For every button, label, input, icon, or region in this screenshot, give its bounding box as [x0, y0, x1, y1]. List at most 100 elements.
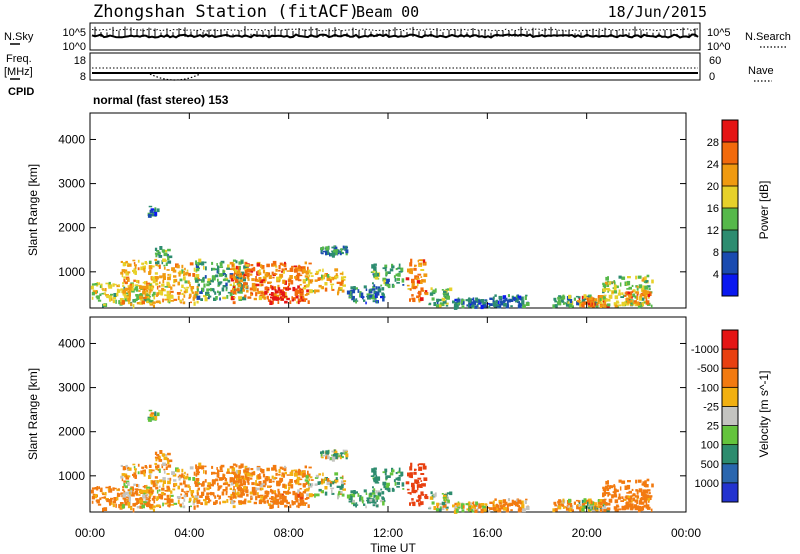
data-cell	[227, 495, 231, 498]
data-cell	[91, 495, 95, 500]
data-cell	[431, 297, 435, 301]
data-cell	[350, 289, 354, 292]
data-cell	[284, 471, 287, 475]
data-cell	[262, 293, 265, 298]
data-cell	[249, 491, 254, 495]
data-cell	[162, 462, 166, 466]
data-cell	[108, 284, 113, 289]
data-cell	[236, 281, 240, 286]
data-cell	[627, 276, 631, 279]
data-cell	[438, 304, 442, 308]
data-cell	[488, 509, 491, 513]
data-cell	[148, 271, 151, 275]
data-cell	[631, 284, 634, 287]
data-cell	[562, 498, 565, 503]
data-cell	[245, 489, 248, 493]
data-cell	[331, 285, 333, 290]
data-cell	[336, 251, 340, 253]
data-cell	[496, 509, 500, 512]
data-cell	[275, 266, 278, 268]
data-cell	[104, 288, 107, 292]
data-cell	[217, 489, 220, 491]
data-cell	[374, 480, 379, 484]
data-cell	[332, 481, 335, 485]
data-cell	[409, 492, 412, 495]
data-cell	[98, 486, 100, 490]
data-cell	[289, 479, 293, 484]
data-cell	[94, 487, 98, 490]
data-cell	[149, 506, 153, 509]
data-cell	[218, 292, 221, 295]
data-cell	[627, 495, 631, 499]
nave-dip	[149, 73, 201, 81]
data-cell	[284, 280, 287, 285]
data-cell	[149, 302, 153, 305]
data-cell	[182, 505, 186, 509]
data-cell	[158, 255, 163, 258]
data-cell	[176, 468, 180, 473]
data-cell	[445, 304, 449, 307]
data-cell	[138, 290, 141, 292]
data-cell	[599, 295, 604, 299]
data-cell	[270, 496, 274, 500]
data-cell	[162, 258, 166, 262]
data-cell	[170, 287, 173, 290]
data-cell	[371, 468, 375, 473]
data-cell	[219, 477, 223, 481]
data-cell	[115, 299, 117, 304]
data-cell	[314, 289, 316, 294]
data-cell	[606, 298, 611, 302]
colorbar-tick-label: 16	[707, 203, 719, 215]
data-cell	[219, 470, 224, 472]
data-cell	[375, 495, 380, 500]
data-cell	[196, 492, 199, 496]
x-tick-label: 00:00	[671, 526, 701, 540]
data-cell	[327, 455, 330, 459]
data-cell	[195, 472, 198, 476]
data-cell	[167, 273, 170, 276]
data-cell	[308, 483, 311, 488]
data-cell	[495, 299, 498, 304]
data-cell	[444, 295, 448, 300]
data-cell	[177, 499, 180, 505]
data-cell	[140, 470, 144, 475]
data-cell	[257, 270, 260, 275]
data-cell	[380, 284, 383, 287]
data-cell	[447, 496, 449, 500]
data-cell	[162, 279, 165, 284]
data-cell	[370, 475, 374, 477]
data-cell	[452, 300, 455, 304]
data-cell	[409, 298, 411, 302]
data-cell	[137, 267, 140, 271]
data-cell	[336, 455, 340, 457]
data-cell	[279, 262, 283, 266]
data-cell	[247, 278, 250, 281]
data-cell	[505, 508, 510, 513]
data-cell	[127, 494, 131, 497]
data-cell	[507, 503, 511, 507]
freq-unit-label: [MHz]	[4, 66, 33, 78]
data-cell	[454, 298, 458, 302]
data-cell	[221, 491, 225, 496]
data-cell	[474, 305, 478, 309]
data-cell	[605, 503, 608, 506]
data-cell	[99, 497, 102, 500]
data-cell	[195, 270, 198, 273]
data-cell	[339, 455, 342, 460]
data-cell	[632, 289, 636, 293]
data-cell	[238, 261, 242, 265]
data-cell	[266, 467, 270, 471]
data-cell	[244, 474, 248, 478]
data-cell	[469, 502, 472, 506]
data-cell	[206, 487, 210, 491]
data-cell	[232, 286, 236, 289]
data-cell	[368, 289, 373, 294]
data-cell	[113, 487, 117, 490]
data-cell	[144, 261, 147, 264]
data-cell	[486, 506, 490, 509]
data-cell	[354, 491, 358, 494]
data-cell	[101, 496, 104, 499]
data-cell	[291, 500, 293, 504]
data-cell	[165, 466, 168, 470]
